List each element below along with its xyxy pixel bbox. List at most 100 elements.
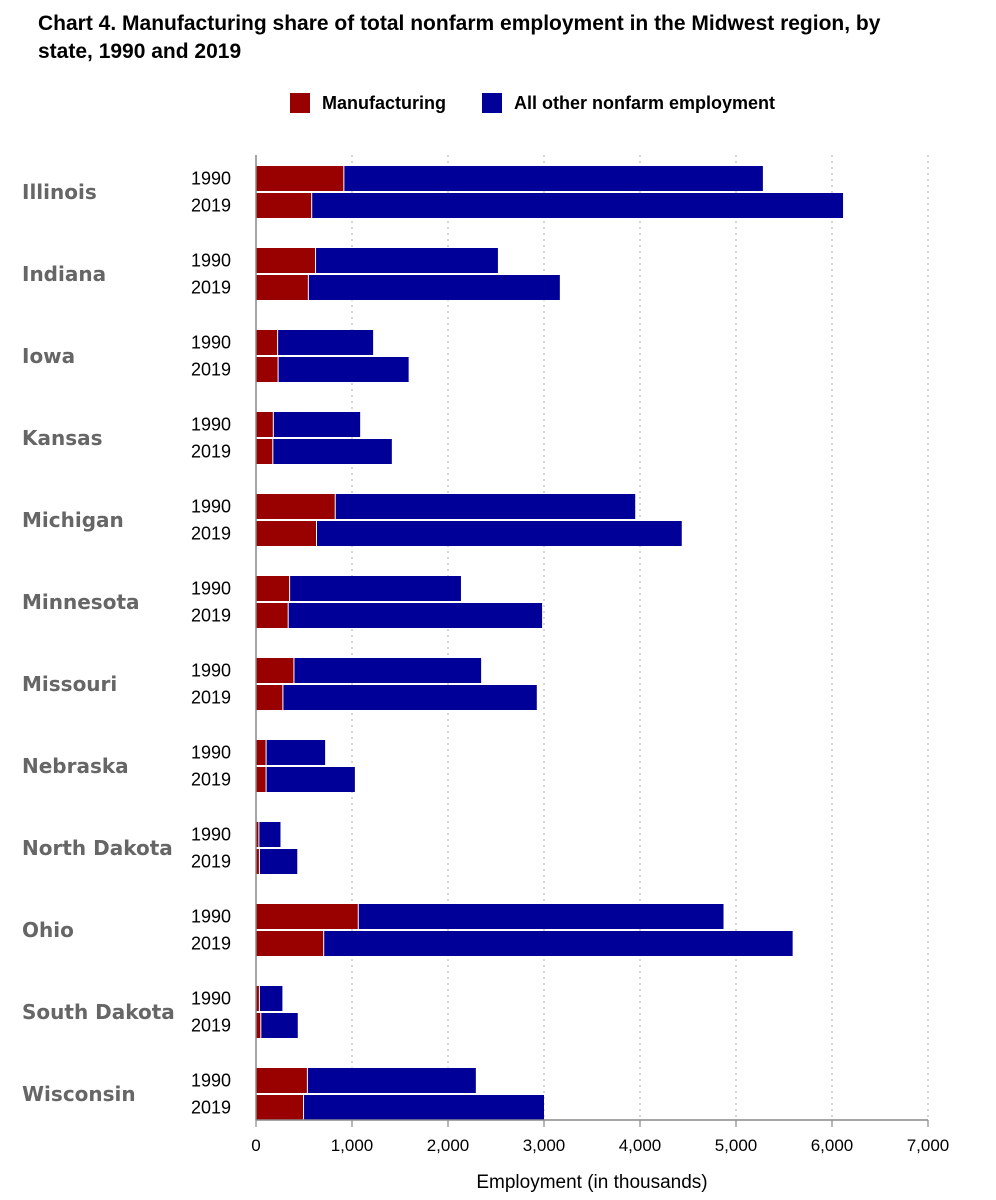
year-label-wisconsin-2019: 2019 — [191, 1098, 231, 1118]
x-tick-label-3000: 3,000 — [523, 1136, 566, 1155]
bar-other-kansas-2019 — [273, 439, 392, 464]
year-label-ohio-2019: 2019 — [191, 934, 231, 954]
state-label-iowa: Iowa — [22, 344, 75, 368]
x-axis: 0 1,000 2,000 3,000 4,000 5,000 6,000 7,000 — [251, 155, 949, 1155]
x-tick-label-2000: 2,000 — [427, 1136, 470, 1155]
year-label-kansas-2019: 2019 — [191, 442, 231, 462]
state-label-illinois: Illinois — [22, 180, 97, 204]
bar-other-indiana-1990 — [316, 248, 498, 273]
state-label-kansas: Kansas — [22, 426, 103, 450]
legend-label-manufacturing: Manufacturing — [322, 92, 446, 113]
year-label-ohio-1990: 1990 — [191, 907, 231, 927]
legend-swatch-other — [482, 93, 502, 113]
bar-other-ohio-2019 — [324, 931, 793, 956]
bar-manufacturing-south-dakota-1990 — [256, 986, 259, 1011]
bar-manufacturing-kansas-1990 — [256, 412, 273, 437]
bar-other-nebraska-2019 — [266, 767, 355, 792]
bar-manufacturing-indiana-1990 — [256, 248, 316, 273]
state-label-ohio: Ohio — [22, 918, 74, 942]
bar-other-north-dakota-1990 — [259, 822, 281, 847]
bar-manufacturing-indiana-2019 — [256, 275, 308, 300]
bar-other-minnesota-1990 — [290, 576, 461, 601]
bar-manufacturing-south-dakota-2019 — [256, 1013, 261, 1038]
bar-other-nebraska-1990 — [266, 740, 326, 765]
year-label-missouri-1990: 1990 — [191, 661, 231, 681]
year-label-wisconsin-1990: 1990 — [191, 1071, 231, 1091]
year-label-nebraska-2019: 2019 — [191, 770, 231, 790]
state-label-north-dakota: North Dakota — [22, 836, 173, 860]
bar-manufacturing-ohio-1990 — [256, 904, 358, 929]
bar-manufacturing-illinois-1990 — [256, 166, 344, 191]
bar-other-missouri-1990 — [294, 658, 482, 683]
year-label-minnesota-2019: 2019 — [191, 606, 231, 626]
bar-manufacturing-michigan-2019 — [256, 521, 316, 546]
year-label-south-dakota-1990: 1990 — [191, 989, 231, 1009]
bar-other-south-dakota-1990 — [259, 986, 283, 1011]
x-tick-label-4000: 4,000 — [619, 1136, 662, 1155]
legend: Manufacturing All other nonfarm employme… — [290, 90, 811, 116]
bar-other-missouri-2019 — [283, 685, 537, 710]
state-label-south-dakota: South Dakota — [22, 1000, 175, 1024]
year-label-illinois-2019: 2019 — [191, 196, 231, 216]
bar-other-michigan-2019 — [317, 521, 682, 546]
bar-manufacturing-wisconsin-2019 — [256, 1095, 304, 1120]
bar-other-illinois-2019 — [312, 193, 844, 218]
bar-other-kansas-1990 — [273, 412, 361, 437]
bar-manufacturing-michigan-1990 — [256, 494, 335, 519]
category-labels: Illinois 1990 2019 Indiana 1990 2019 Iowa 1990 2… — [22, 169, 231, 1118]
bar-manufacturing-iowa-1990 — [256, 330, 278, 355]
bar-other-wisconsin-1990 — [307, 1068, 476, 1093]
bar-other-iowa-2019 — [278, 357, 409, 382]
x-tick-label-7000: 7,000 — [907, 1136, 950, 1155]
bar-manufacturing-iowa-2019 — [256, 357, 278, 382]
year-label-iowa-2019: 2019 — [191, 360, 231, 380]
bar-other-ohio-1990 — [358, 904, 724, 929]
legend-item-other: All other nonfarm employment — [482, 93, 775, 114]
bar-other-south-dakota-2019 — [261, 1013, 298, 1038]
year-label-illinois-1990: 1990 — [191, 169, 231, 189]
x-axis-title: Employment (in thousands) — [476, 1172, 707, 1193]
bar-other-indiana-2019 — [308, 275, 560, 300]
state-label-missouri: Missouri — [22, 672, 117, 696]
x-tick-label-5000: 5,000 — [715, 1136, 758, 1155]
legend-item-manufacturing: Manufacturing — [290, 93, 446, 114]
bars — [256, 166, 844, 1120]
x-tick-label-6000: 6,000 — [811, 1136, 854, 1155]
year-label-minnesota-1990: 1990 — [191, 579, 231, 599]
bar-manufacturing-north-dakota-1990 — [256, 822, 259, 847]
state-label-wisconsin: Wisconsin — [22, 1082, 136, 1106]
year-label-kansas-1990: 1990 — [191, 415, 231, 435]
bar-manufacturing-minnesota-2019 — [256, 603, 288, 628]
year-label-south-dakota-2019: 2019 — [191, 1016, 231, 1036]
state-label-michigan: Michigan — [22, 508, 124, 532]
year-label-north-dakota-2019: 2019 — [191, 852, 231, 872]
year-label-indiana-2019: 2019 — [191, 278, 231, 298]
state-label-nebraska: Nebraska — [22, 754, 129, 778]
bar-manufacturing-nebraska-1990 — [256, 740, 266, 765]
bar-other-north-dakota-2019 — [259, 849, 298, 874]
bar-manufacturing-missouri-2019 — [256, 685, 283, 710]
legend-swatch-manufacturing — [290, 93, 310, 113]
bar-manufacturing-kansas-2019 — [256, 439, 273, 464]
bar-manufacturing-ohio-2019 — [256, 931, 324, 956]
state-label-minnesota: Minnesota — [22, 590, 140, 614]
bar-other-illinois-1990 — [344, 166, 763, 191]
bar-other-michigan-1990 — [335, 494, 636, 519]
bar-other-wisconsin-2019 — [304, 1095, 544, 1120]
bar-manufacturing-minnesota-1990 — [256, 576, 290, 601]
year-label-iowa-1990: 1990 — [191, 333, 231, 353]
bar-manufacturing-north-dakota-2019 — [256, 849, 259, 874]
bar-manufacturing-nebraska-2019 — [256, 767, 266, 792]
bar-manufacturing-illinois-2019 — [256, 193, 312, 218]
year-label-nebraska-1990: 1990 — [191, 743, 231, 763]
grid-lines — [351, 155, 929, 1120]
x-tick-label-0: 0 — [251, 1136, 260, 1155]
bar-other-minnesota-2019 — [288, 603, 543, 628]
year-label-indiana-1990: 1990 — [191, 251, 231, 271]
year-label-michigan-2019: 2019 — [191, 524, 231, 544]
bar-manufacturing-missouri-1990 — [256, 658, 294, 683]
bar-manufacturing-wisconsin-1990 — [256, 1068, 307, 1093]
year-label-north-dakota-1990: 1990 — [191, 825, 231, 845]
state-label-indiana: Indiana — [22, 262, 106, 286]
